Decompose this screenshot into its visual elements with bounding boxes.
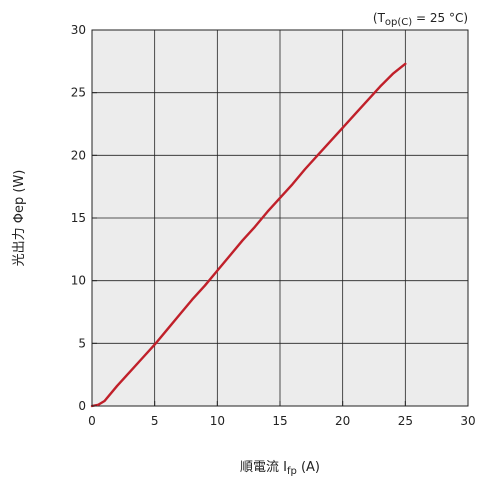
x-tick-label: 10 <box>210 414 225 428</box>
y-tick-label: 15 <box>71 211 86 225</box>
x-tick-label: 30 <box>460 414 475 428</box>
x-tick-label: 0 <box>88 414 96 428</box>
y-axis-ticks: 0 5 10 15 20 25 30 <box>71 23 97 413</box>
y-tick-label: 10 <box>71 274 86 288</box>
y-tick-label: 30 <box>71 23 86 37</box>
x-tick-label: 20 <box>335 414 350 428</box>
y-tick-label: 0 <box>78 399 86 413</box>
x-tick-label: 15 <box>272 414 287 428</box>
series-line <box>90 62 407 408</box>
x-axis-title: 順電流 Ifp (A) <box>240 460 320 477</box>
condition-label: (Top(C) = 25 °C) <box>373 11 468 28</box>
y-axis-title: 光出力 Φep (W) <box>12 170 27 267</box>
x-axis-ticks: 0 5 10 15 20 25 30 <box>88 401 476 428</box>
grid <box>92 30 468 406</box>
y-tick-label: 25 <box>71 86 86 100</box>
y-tick-label: 20 <box>71 148 86 162</box>
x-tick-label: 25 <box>398 414 413 428</box>
x-tick-label: 5 <box>151 414 159 428</box>
series-layer <box>90 62 407 408</box>
y-tick-label: 5 <box>78 336 86 350</box>
